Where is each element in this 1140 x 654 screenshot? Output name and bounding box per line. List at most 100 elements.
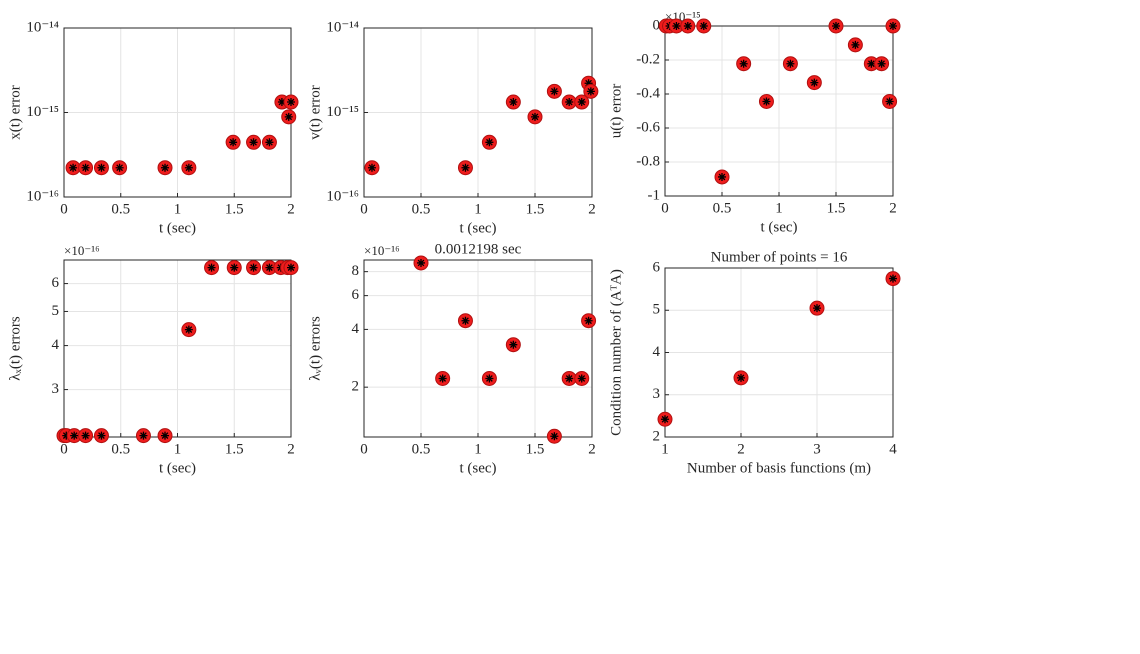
y-tick-label: 4 [352, 321, 360, 337]
marker [246, 134, 262, 150]
marker [882, 93, 898, 109]
marker [281, 109, 297, 125]
marker [78, 160, 94, 176]
marker-star [889, 274, 897, 283]
axes: 0 0.5 1 1.5 2 10⁻¹⁶ 10⁻¹⁵ 10⁻¹⁴ t (sec) v(t) erro… [307, 19, 599, 236]
marker-star [184, 163, 193, 172]
axes-frame [63, 259, 292, 438]
marker [157, 160, 173, 176]
marker-star [885, 97, 894, 106]
x-tick-label: 1 [474, 441, 482, 457]
y-tick-label: 6 [52, 275, 60, 291]
marker [283, 260, 299, 276]
y-tick-label: 10⁻¹⁵ [26, 104, 59, 120]
marker [413, 255, 429, 271]
marker [364, 160, 380, 176]
x-tick-label: 0.5 [111, 441, 130, 457]
marker [863, 56, 879, 72]
x-tick-label: 2 [588, 441, 596, 457]
marker-star [161, 163, 170, 172]
y-tick-label: 10⁻¹⁴ [26, 19, 59, 35]
marker-star [287, 98, 295, 107]
marker [78, 428, 94, 444]
marker-star [69, 163, 78, 172]
x-axis-label: t (sec) [159, 220, 196, 236]
x-tick-label: 1 [174, 441, 182, 457]
marker-star [284, 112, 293, 121]
marker [226, 260, 242, 276]
marker-star [461, 163, 470, 172]
marker-star [81, 431, 90, 440]
marker-star [683, 22, 692, 30]
marker [782, 56, 798, 72]
marker [505, 337, 521, 353]
y-tick-label: 5 [52, 303, 60, 319]
marker-star [485, 374, 494, 383]
x-tick-label: 2 [588, 201, 596, 217]
marker [93, 160, 109, 176]
marker-star [509, 98, 518, 107]
y-tick-label: 2 [352, 379, 360, 395]
x-tick-label: 0 [360, 201, 368, 217]
marker [225, 134, 241, 150]
marker-star [277, 98, 286, 107]
marker [457, 313, 473, 329]
y-axis-label: Condition number of (AᵀA) [608, 269, 624, 436]
marker-star [161, 431, 170, 440]
marker [481, 134, 497, 150]
marker [157, 428, 173, 444]
y-tick-label: 10⁻¹⁴ [326, 19, 359, 35]
axes: 0 0.5 1 1.5 2 -1 -0.8 -0.6 -0.4 -0.2 0 t (sec) u(t) … [608, 9, 901, 235]
marker-star [62, 431, 71, 440]
marker [806, 75, 822, 91]
marker [581, 313, 597, 329]
marker-star [438, 374, 447, 383]
marker-star [229, 138, 238, 147]
x-tick-label: 1.5 [526, 201, 545, 217]
marker [847, 37, 863, 53]
marker-star [287, 263, 295, 272]
x-tick-label: 1 [174, 201, 182, 217]
axes-frame [363, 259, 593, 438]
marker [809, 300, 825, 316]
marker [885, 18, 901, 34]
marker-star [97, 431, 106, 440]
x-axis-label: t (sec) [459, 220, 496, 236]
axes-title: Number of points = 16 [711, 249, 848, 265]
axes: 0 0.5 1 1.5 2 10⁻¹⁶ 10⁻¹⁵ 10⁻¹⁴ t (sec) x(t) erro… [7, 19, 299, 236]
x-tick-label: 0.5 [111, 201, 130, 217]
marker-star [417, 258, 425, 267]
axis-multiplier: ×10⁻¹⁶ [364, 243, 400, 258]
marker [546, 428, 562, 444]
marker [505, 94, 521, 110]
y-tick-label: 10⁻¹⁶ [326, 188, 359, 204]
marker-star [550, 432, 559, 441]
marker-star [832, 22, 840, 30]
y-tick-label: -0.2 [636, 51, 660, 67]
marker [733, 370, 749, 386]
marker [696, 18, 712, 34]
marker [657, 411, 673, 427]
x-tick-label: 1.5 [526, 441, 545, 457]
marker-star [718, 172, 726, 181]
x-axis-label: Number of basis functions (m) [687, 460, 871, 476]
y-tick-label: 10⁻¹⁵ [326, 104, 359, 120]
marker-star [762, 97, 771, 106]
x-tick-label: 0 [661, 200, 669, 216]
marker-star [565, 98, 574, 107]
marker-star [867, 59, 876, 68]
y-tick-label: -1 [648, 187, 661, 203]
y-axis-label: λₓ(t) errors [7, 316, 23, 381]
x-tick-label: 2 [287, 441, 295, 457]
marker-star [586, 87, 595, 96]
y-tick-label: -0.4 [636, 85, 660, 101]
y-tick-label: 3 [52, 381, 60, 397]
marker [546, 83, 562, 99]
x-tick-label: 0 [60, 441, 68, 457]
axes-frame [664, 25, 894, 197]
x-tick-label: 1 [775, 200, 783, 216]
marker-star [265, 263, 274, 272]
marker-star [531, 112, 539, 121]
marker-star [550, 87, 559, 96]
